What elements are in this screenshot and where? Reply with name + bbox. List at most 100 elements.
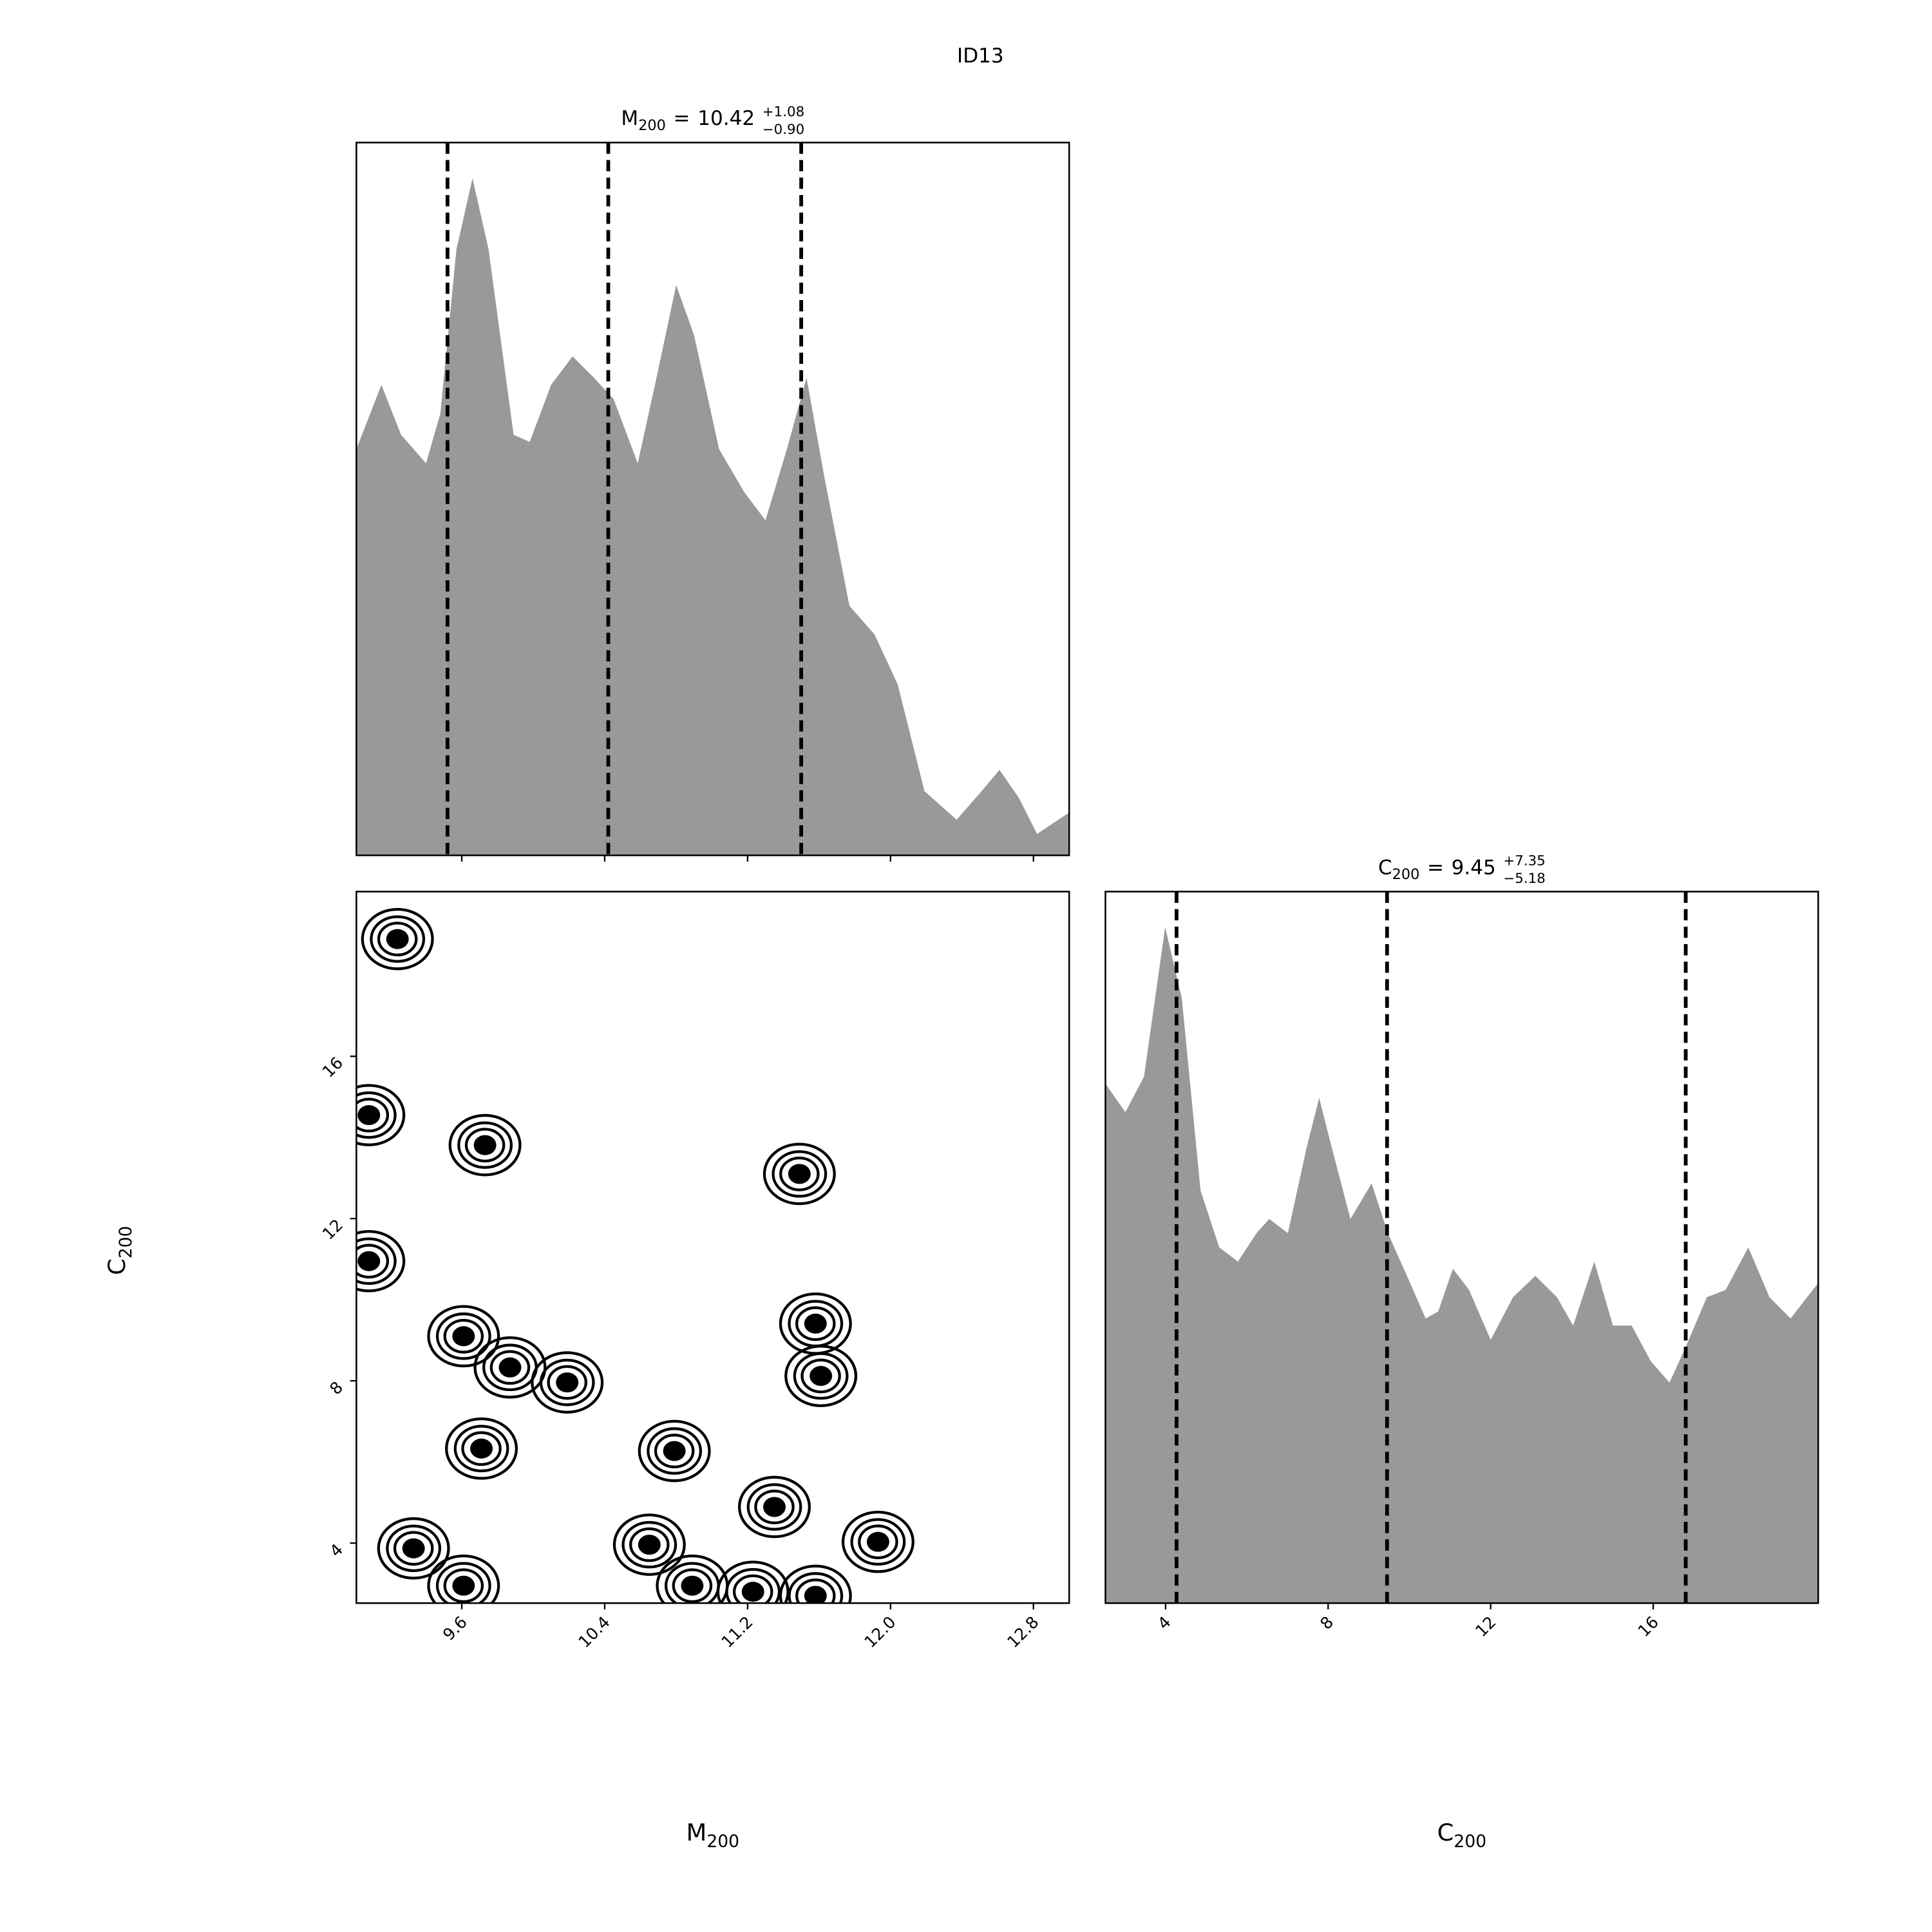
panel-title: M200 = 10.42 +1.08 −0.90 <box>621 104 804 138</box>
contour-level <box>356 1237 397 1285</box>
contour-level <box>539 1358 595 1406</box>
contour-level <box>377 1517 450 1580</box>
contour-level <box>621 1520 677 1569</box>
x-axis-label-symbol: M <box>687 1819 707 1846</box>
contour-level <box>445 1417 518 1480</box>
contour-level <box>356 1097 390 1133</box>
panel-title: C200 = 9.45 +7.35 −5.18 <box>1378 853 1546 887</box>
x-axis-label-subscript: 200 <box>706 1832 739 1852</box>
contour-level <box>793 1352 849 1400</box>
title-symbol: C <box>1378 856 1392 879</box>
contour-peak <box>866 1531 889 1552</box>
contour-peak <box>357 1105 381 1126</box>
contour-level <box>473 1336 547 1399</box>
contour-peak <box>452 1575 475 1596</box>
contour-level <box>356 1229 406 1293</box>
title-relation: = <box>674 107 690 130</box>
contour-level <box>850 1518 906 1566</box>
contour-level <box>435 1312 491 1360</box>
panel-title-main: M200 = 10.42 <box>621 107 755 134</box>
y-axis-label: C200 <box>103 1226 136 1275</box>
x-axis-label: C200 <box>1437 1819 1486 1852</box>
contour-level <box>754 1490 795 1524</box>
contour-level <box>629 1527 670 1562</box>
contour-peak <box>498 1357 522 1378</box>
contour-level <box>788 1572 844 1604</box>
contour-level <box>737 1475 811 1539</box>
contour-peak <box>402 1538 425 1558</box>
plot-area <box>356 907 914 1604</box>
contour-peak <box>452 1326 475 1347</box>
contour-level <box>547 1365 587 1400</box>
contour-level <box>448 1113 522 1177</box>
title-subscript: 200 <box>638 117 666 134</box>
contour-level <box>858 1524 898 1560</box>
title-lower: −0.90 <box>762 122 804 138</box>
contour-level <box>638 1419 711 1482</box>
title-upper: +1.08 <box>762 104 804 120</box>
title-lower: −5.18 <box>1503 871 1545 887</box>
contour-level <box>457 1121 513 1169</box>
contour-level <box>356 1244 390 1279</box>
contour-level <box>393 1531 434 1566</box>
contour-level <box>746 1483 802 1531</box>
contour-level <box>762 1142 836 1206</box>
contour-level <box>370 915 426 963</box>
contour-level <box>784 1345 858 1407</box>
contour-level <box>377 922 418 957</box>
contour-level <box>356 1091 397 1139</box>
contour-peak <box>763 1497 786 1517</box>
contour-peak <box>804 1313 827 1334</box>
contour-level <box>489 1350 531 1385</box>
plot-area <box>1105 891 1819 1604</box>
contour-level <box>795 1578 836 1604</box>
x-axis-label-subscript: 200 <box>1454 1832 1486 1852</box>
contour-level <box>672 1568 713 1604</box>
contour-peak <box>681 1575 704 1596</box>
contour-level <box>461 1431 502 1466</box>
contour-level <box>435 1562 491 1604</box>
contour-peak <box>788 1164 811 1184</box>
x-axis-label-symbol: C <box>1437 1819 1454 1846</box>
contour-level <box>453 1425 509 1473</box>
contour-level <box>531 1351 604 1414</box>
density-area <box>1105 927 1819 1604</box>
contour-level <box>464 1128 506 1163</box>
contour-peak <box>804 1586 827 1604</box>
contour-peak <box>357 1251 381 1271</box>
contour-peak <box>556 1372 579 1393</box>
contour-peak <box>638 1535 661 1555</box>
x-axis-label: M200 <box>687 1819 740 1852</box>
contour-level <box>361 907 434 971</box>
title-subscript: 200 <box>1392 866 1420 883</box>
plot-area <box>356 142 1070 856</box>
contour-level <box>443 1568 484 1604</box>
contour-level <box>772 1150 828 1198</box>
contour-peak <box>386 929 409 949</box>
contour-level <box>732 1574 773 1604</box>
title-upper: +7.35 <box>1503 853 1545 869</box>
panel-title-main: C200 = 9.45 <box>1378 856 1496 883</box>
axes-frame <box>355 142 1070 857</box>
contour-level <box>725 1567 781 1604</box>
axes-frame <box>355 891 1070 1604</box>
contour-level <box>612 1513 686 1576</box>
contour-level <box>356 1084 406 1146</box>
contour-level <box>386 1524 442 1573</box>
title-relation: = <box>1427 856 1444 879</box>
contour-peak <box>741 1582 764 1602</box>
title-value: 10.42 <box>697 107 755 130</box>
contour-level <box>427 1554 500 1604</box>
contour-peak <box>663 1441 686 1461</box>
contour-peak <box>473 1135 497 1155</box>
contour-level <box>779 1564 852 1604</box>
axes-frame <box>1104 891 1819 1604</box>
title-value: 9.45 <box>1452 856 1496 879</box>
contour-level <box>427 1305 500 1368</box>
contour-level <box>716 1560 790 1604</box>
contour-level <box>841 1510 914 1573</box>
contour-peak <box>810 1366 833 1387</box>
y-axis-label-symbol: C <box>103 1258 131 1275</box>
